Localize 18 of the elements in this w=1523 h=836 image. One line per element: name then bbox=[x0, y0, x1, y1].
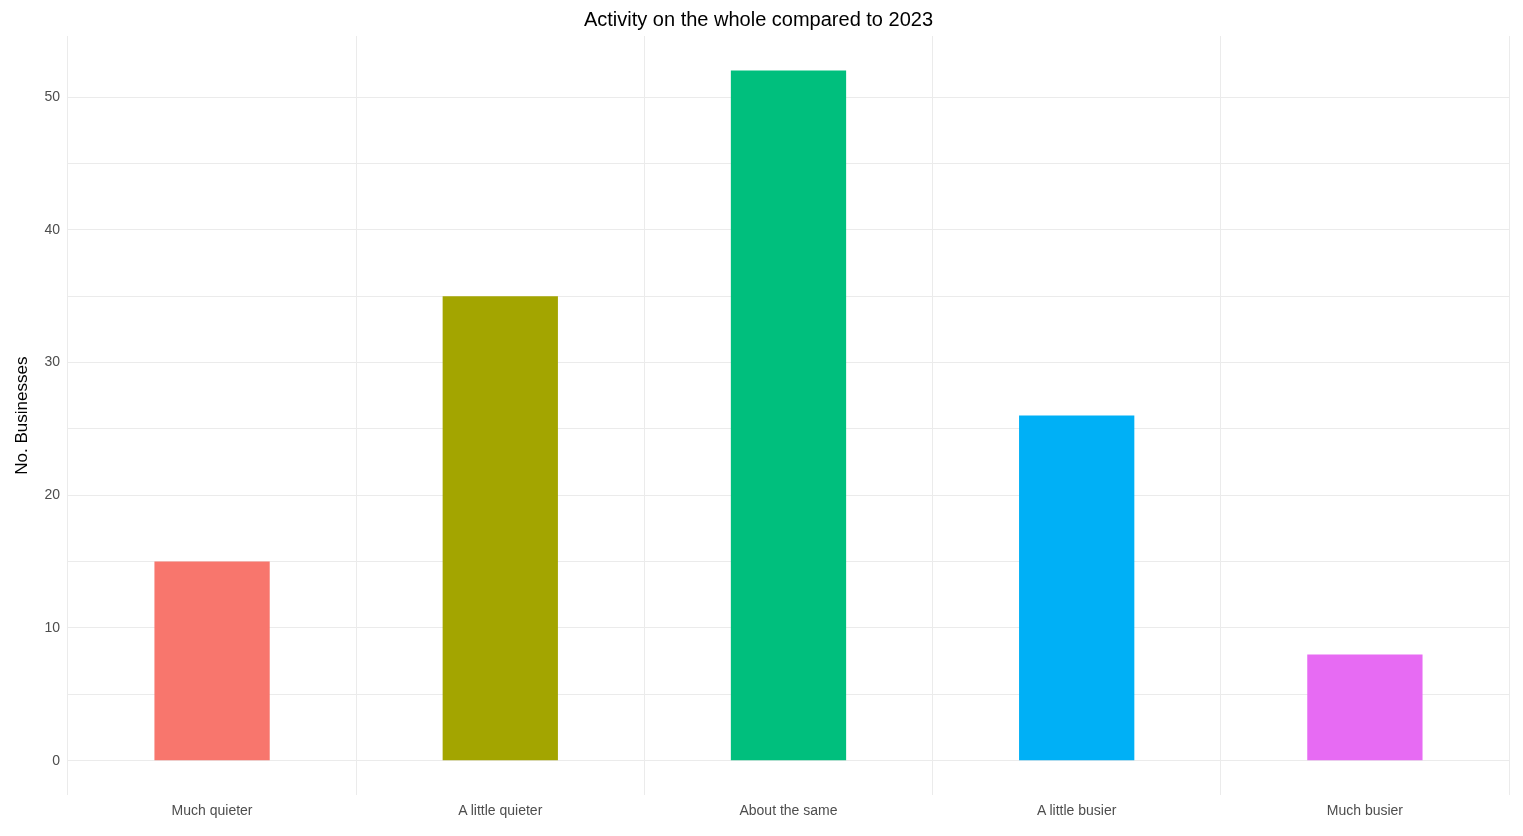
y-tick-label: 40 bbox=[44, 220, 61, 237]
y-tick-label: 30 bbox=[44, 353, 61, 370]
chart-title: Activity on the whole compared to 2023 bbox=[583, 7, 934, 30]
y-tick-label: 20 bbox=[44, 486, 61, 503]
x-tick-label: A little busier bbox=[1037, 802, 1117, 819]
bar bbox=[442, 296, 558, 761]
y-axis-title: No. Businesses bbox=[11, 356, 31, 475]
y-tick-label: 50 bbox=[44, 87, 61, 104]
bar bbox=[730, 70, 847, 761]
x-tick-label: A little quieter bbox=[458, 802, 543, 819]
bar bbox=[1307, 654, 1423, 761]
bar bbox=[154, 561, 270, 761]
x-tick-label: Much busier bbox=[1326, 802, 1404, 819]
y-tick-label: 0 bbox=[52, 751, 61, 768]
y-tick-label: 10 bbox=[44, 618, 61, 635]
x-tick-label: About the same bbox=[739, 802, 838, 819]
x-tick-label: Much quieter bbox=[171, 802, 253, 819]
bar bbox=[1019, 415, 1135, 761]
